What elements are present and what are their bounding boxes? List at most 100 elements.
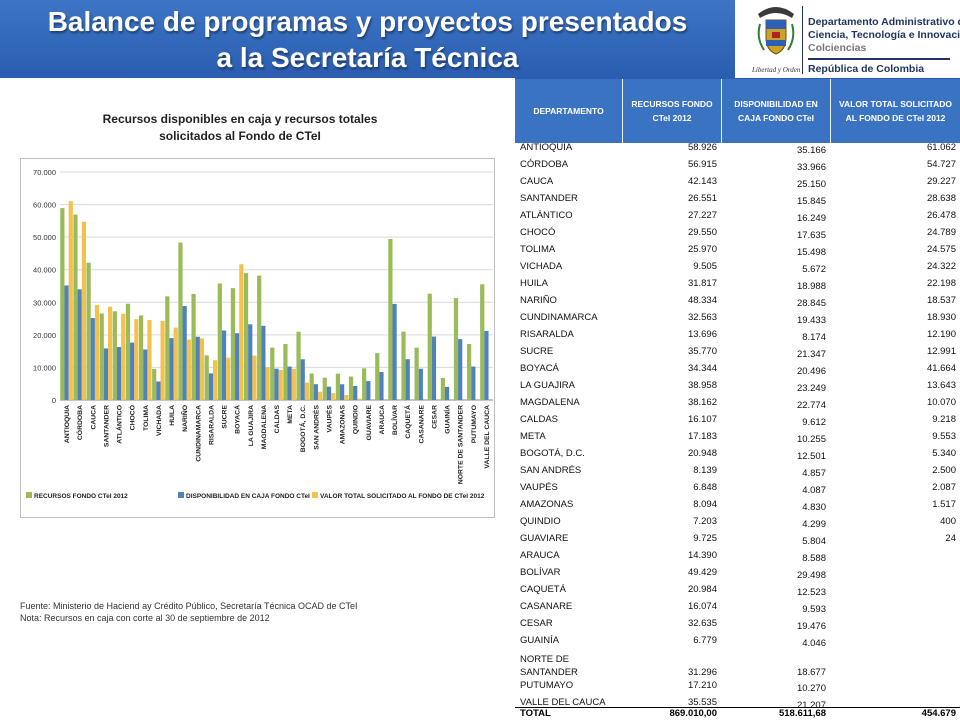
cell-disponibilidad: 21.347 [721,346,830,363]
bar-recursos [323,378,327,400]
cell-valor-total: 29.227 [830,176,960,193]
cell-recursos: 9.505 [622,261,721,278]
cell-valor-total: 2.087 [830,482,960,499]
bar-disponibilidad [445,387,449,400]
bar-solicitado [292,369,296,400]
bar-solicitado [134,319,138,400]
bar-recursos [100,314,104,400]
cell-departamento: ANTIOQUIA [515,142,622,159]
cell-recursos: 38.958 [622,380,721,397]
bar-disponibilidad [288,367,292,400]
cell-disponibilidad: 8.588 [721,550,830,567]
cell-departamento: TOLIMA [515,244,622,261]
cell-disponibilidad: 15.845 [721,193,830,210]
cell-valor-total [830,618,960,635]
bar-solicitado [161,321,165,400]
bar-recursos [165,296,169,400]
cell-recursos: 58.926 [622,142,721,159]
cell-disponibilidad: 4.087 [721,482,830,499]
cell-recursos: 16.074 [622,601,721,618]
bar-disponibilidad [222,330,226,400]
cell-departamento: NARIÑO [515,295,622,312]
x-tick-label: CESAR [431,405,438,429]
cell-recursos: 6.848 [622,482,721,499]
cell-recursos: 6.779 [622,635,721,652]
y-tick-label: 0 [52,396,56,405]
y-tick-label: 10.000 [33,363,56,372]
bar-disponibilidad [209,373,213,400]
x-tick-label: PUTUMAYO [471,405,478,443]
cell-departamento: GUAVIARE [515,533,622,550]
bar-recursos [415,348,419,400]
bar-disponibilidad [458,339,462,400]
y-tick-label: 20.000 [33,331,56,340]
cell-disponibilidad: 4.830 [721,499,830,516]
cell-disponibilidad: 8.174 [721,329,830,346]
cell-recursos: 20.984 [622,584,721,601]
cell-departamento: SAN ANDRÉS [515,465,622,482]
bar-recursos [283,344,287,400]
bar-solicitado [331,393,335,400]
cell-disponibilidad: 12.501 [721,448,830,465]
cell-disponibilidad: 4.299 [721,516,830,533]
cell-valor-total [830,635,960,652]
bar-recursos [454,298,458,400]
x-tick-label: CHOCÓ [128,405,137,430]
x-tick-label: META [287,405,294,424]
x-tick-label: CÓRDOBA [75,405,84,440]
bar-disponibilidad [379,372,383,400]
cell-recursos: 31.296 [622,652,721,680]
cell-disponibilidad: 18.988 [721,278,830,295]
bar-disponibilidad [78,289,82,400]
bar-recursos [480,284,484,400]
bar-solicitado [213,360,217,400]
cell-valor-total: 400 [830,516,960,533]
bar-recursos [87,263,91,400]
x-tick-label: ANTIOQUIA [64,405,71,443]
cell-departamento: ARAUCA [515,550,622,567]
bar-solicitado [226,358,230,400]
bar-solicitado [239,264,243,400]
bar-disponibilidad [183,306,187,400]
bar-disponibilidad [484,331,488,400]
cell-departamento: CHOCÓ [515,227,622,244]
bar-recursos [205,355,209,400]
x-tick-label: ARAUCA [379,405,386,435]
source-note: Fuente: Ministerio de Haciend ay Crédito… [20,601,358,611]
cell-valor-total: 1.517 [830,499,960,516]
cell-departamento: CUNDINAMARCA [515,312,622,329]
cell-departamento: BOGOTÁ, D.C. [515,448,622,465]
legend-label: VALOR TOTAL SOLICITADO AL FONDO DE CTeI … [320,493,485,500]
cell-valor-total: 10.070 [830,397,960,414]
bar-disponibilidad [196,337,200,400]
cell-disponibilidad: 25.150 [721,176,830,193]
bar-chart: 010.00020.00030.00040.00050.00060.00070.… [20,158,495,518]
bar-disponibilidad [156,382,160,400]
cell-departamento: AMAZONAS [515,499,622,516]
bar-disponibilidad [314,384,318,400]
cell-departamento: CAQUETÁ [515,584,622,601]
cell-disponibilidad: 5.672 [721,261,830,278]
x-tick-label: SAN ANDRÉS [311,405,320,450]
cell-recursos: 17.210 [622,680,721,697]
cell-valor-total [830,601,960,618]
cell-departamento: VICHADA [515,261,622,278]
cell-valor-total [830,680,960,697]
bar-disponibilidad [327,387,331,400]
x-tick-label: CAQUETÁ [403,405,412,439]
table-total-row: TOTAL 869.010,00 518.611,68 454.679 [515,707,960,721]
cell-recursos: 8.139 [622,465,721,482]
cell-departamento: PUTUMAYO [515,680,622,697]
cell-valor-total: 12.190 [830,329,960,346]
y-tick-label: 60.000 [33,201,56,210]
cell-departamento: VAUPÉS [515,482,622,499]
cell-valor-total [830,652,960,680]
bar-recursos [388,239,392,400]
